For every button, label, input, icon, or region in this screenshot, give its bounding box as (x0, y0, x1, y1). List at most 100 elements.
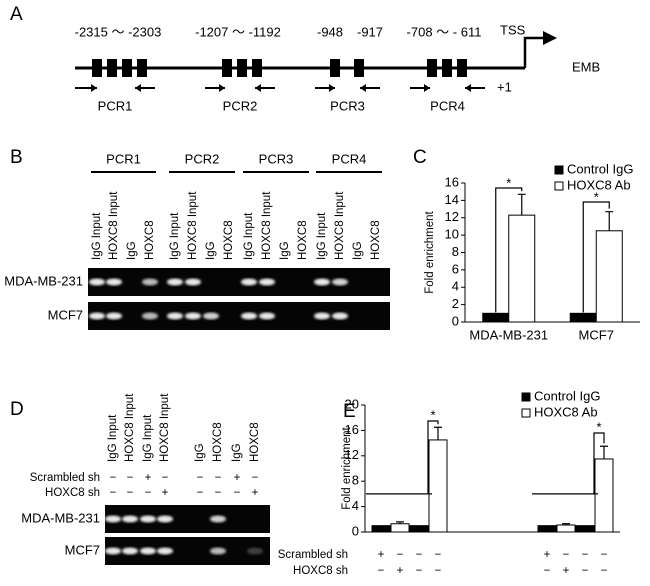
lane-label: HOXC8 (144, 220, 156, 260)
gel-band (185, 278, 201, 286)
gel-band (167, 278, 183, 286)
binding-site (442, 59, 452, 77)
condition-sign: − (563, 549, 570, 561)
condition-sign: − (252, 472, 259, 484)
gel-band (203, 312, 219, 320)
condition-sign: − (582, 565, 589, 577)
gel-band (185, 312, 201, 320)
lane-label: IgG Input (91, 212, 103, 260)
panel-label: E (343, 401, 356, 422)
x-tick-label: MDA-MB-231 (469, 327, 548, 342)
binding-site (354, 59, 364, 77)
legend-swatch (554, 165, 564, 175)
binding-site (457, 59, 467, 77)
condition-sign: + (145, 472, 152, 484)
y-tick-label: 12 (445, 209, 459, 224)
gel-band (210, 515, 226, 523)
significance-mark: * (596, 419, 601, 434)
gel-band (89, 278, 105, 286)
lane-label: IgG (231, 443, 243, 462)
y-tick-label: 16 (345, 422, 359, 437)
legend-swatch (554, 181, 564, 191)
gel-band (167, 312, 183, 320)
lane-label: HOXC8 (297, 220, 309, 260)
site-label: -1207 ～ -1192 (195, 24, 281, 39)
condition-sign: − (397, 549, 404, 561)
condition-sign: + (563, 565, 570, 577)
y-tick-label: 8 (352, 473, 359, 488)
bar (371, 525, 391, 533)
site-label: -708 ～ - 611 (407, 24, 482, 39)
condition-sign: + (378, 549, 385, 561)
binding-site (122, 59, 132, 77)
error-bar (434, 426, 442, 440)
gel-band (259, 312, 275, 320)
condition-sign: + (397, 565, 404, 577)
condition-sign: − (601, 565, 608, 577)
significance-mark: * (430, 407, 435, 422)
binding-site (330, 59, 340, 77)
primer-head (329, 84, 335, 92)
primer-head (219, 84, 225, 92)
gel-band (142, 278, 158, 286)
condition-sign: − (127, 487, 134, 499)
legend-swatch (521, 392, 531, 402)
bar (508, 214, 536, 323)
condition-label: Scrambled sh (278, 549, 348, 561)
lane-label: IgG (205, 241, 217, 260)
gel-band (314, 312, 330, 320)
bracket (495, 187, 523, 313)
gel-band (314, 278, 330, 286)
condition-label: HOXC8 sh (45, 487, 100, 499)
gel-band (241, 278, 257, 286)
gel-band (332, 278, 348, 286)
gene-label: EMB (572, 59, 600, 74)
condition-sign: − (110, 472, 117, 484)
lane-label: IgG (194, 443, 206, 462)
primer-head (255, 84, 261, 92)
y-tick-label: 14 (445, 192, 459, 207)
error-bar (605, 211, 614, 231)
row-label: MCF7 (65, 542, 100, 557)
binding-site (222, 59, 232, 77)
gel-band (142, 312, 158, 320)
condition-sign: − (145, 487, 152, 499)
amplicon-label: PCR2 (223, 98, 258, 113)
lane-label: IgG (279, 241, 291, 260)
amplicon-label: PCR4 (430, 98, 465, 113)
bar (595, 230, 623, 323)
condition-sign: − (544, 565, 551, 577)
gel-band (241, 312, 257, 320)
condition-sign: + (162, 487, 169, 499)
y-tick-label: 12 (345, 447, 359, 462)
bar (569, 312, 597, 323)
gel-band (122, 515, 138, 523)
site-label: -917 (357, 24, 383, 39)
condition-sign: − (127, 472, 134, 484)
y-tick-label: 4 (452, 279, 459, 294)
y-tick-label: 8 (452, 244, 459, 259)
binding-site (237, 59, 247, 77)
gel-band (247, 547, 263, 555)
error-bar (600, 445, 608, 459)
binding-site (137, 59, 147, 77)
pcr-group-label: PCR3 (259, 151, 294, 166)
primer-head (360, 84, 366, 92)
y-tick-label: 0 (452, 313, 459, 328)
bar (594, 458, 614, 533)
condition-sign: − (215, 487, 222, 499)
condition-sign: − (162, 472, 169, 484)
condition-sign: − (582, 549, 589, 561)
binding-site (427, 59, 437, 77)
lane-label: HOXC8 Input (261, 191, 273, 260)
legend-label: Control IgG (567, 161, 633, 176)
legend-label: HOXC8 Ab (534, 404, 598, 419)
bar (428, 439, 448, 533)
condition-sign: − (215, 472, 222, 484)
primer-head (135, 84, 141, 92)
row-label: MDA-MB-231 (21, 510, 100, 525)
bracket (582, 201, 610, 313)
x-tick-label: MCF7 (579, 327, 614, 342)
y-axis-label: Fold enrichment (341, 426, 353, 509)
